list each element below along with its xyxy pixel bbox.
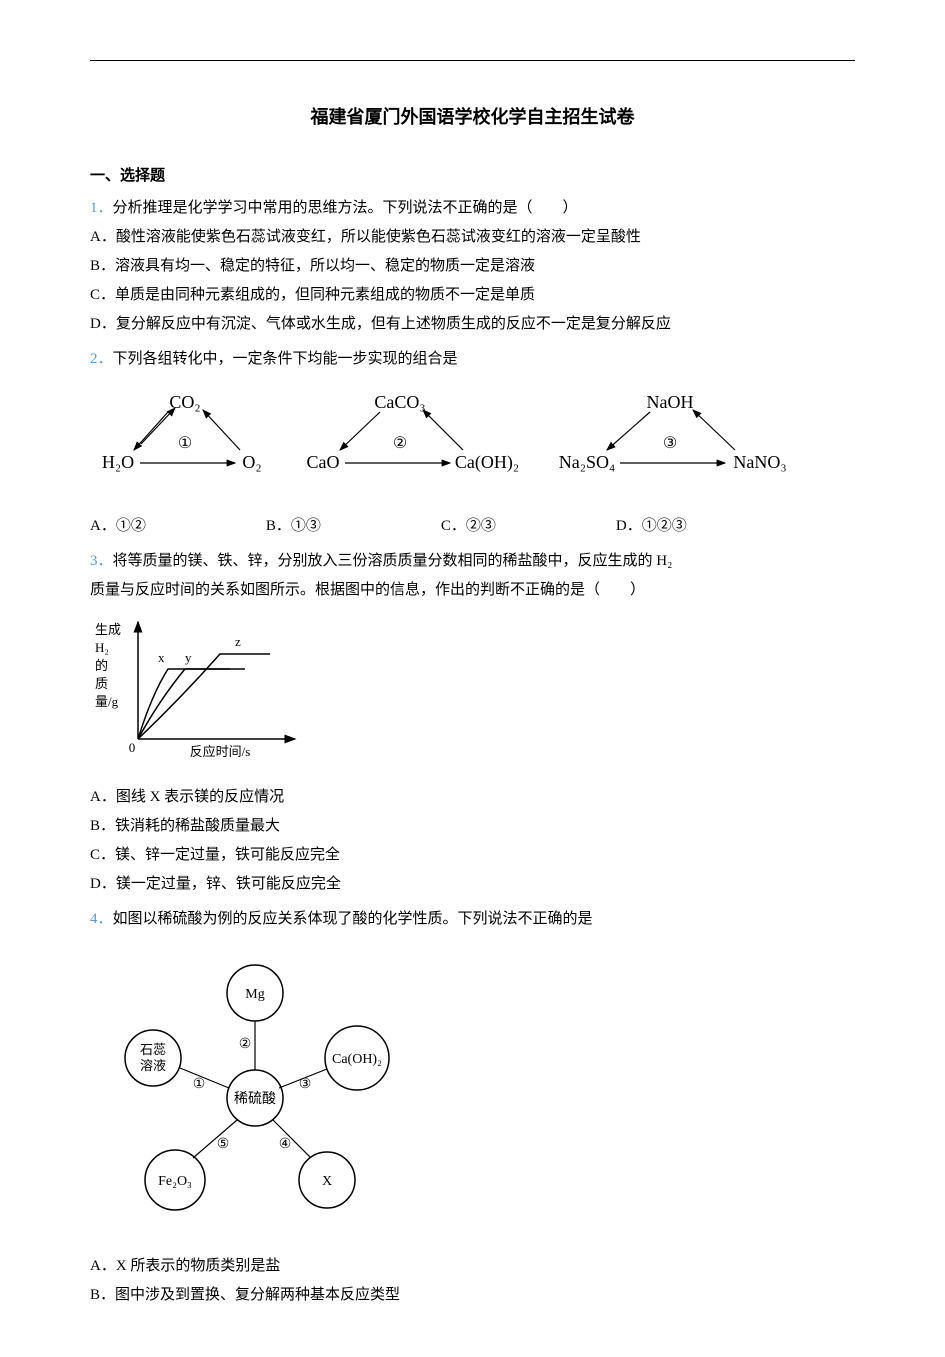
q3-curve-z: z: [235, 634, 241, 649]
q4-edge-1: ①: [193, 1077, 206, 1092]
q1-opt-c: C．单质是由同种元素组成的，但同种元素组成的物质不一定是单质: [90, 282, 855, 309]
q3-stem-text1: 将等质量的镁、铁、锌，分别放入三份溶质质量分数相同的稀盐酸中，反应生成的 H₂: [113, 553, 673, 569]
q3-ylabel-1: H₂: [95, 640, 109, 655]
q3-graph: 生成 H₂ 的 质 量/g 0 反应时间/s x y z: [90, 614, 855, 774]
section-heading: 一、选择题: [90, 163, 855, 190]
q2-g2-right: Ca(OH)₂: [455, 452, 519, 473]
q1-opt-d: D．复分解反应中有沉淀、气体或水生成，但有上述物质生成的反应不一定是复分解反应: [90, 311, 855, 338]
q2-g3-top: NaOH: [647, 392, 694, 412]
q2-g2-center: ②: [393, 435, 407, 452]
q2-opt-d: D．①②③: [616, 513, 687, 540]
q3-ylabel-2: 的: [95, 658, 108, 673]
q2-stem: 2．下列各组转化中，一定条件下均能一步实现的组合是: [90, 346, 855, 373]
q2-opt-a: A．①②: [90, 513, 146, 540]
question-2: 2．下列各组转化中，一定条件下均能一步实现的组合是 CO₂ H₂O O₂ ①: [90, 346, 855, 540]
q4-stem-text: 如图以稀硫酸为例的反应关系体现了酸的化学性质。下列说法不正确的是: [113, 911, 593, 927]
q4-edge-4: ④: [279, 1137, 292, 1152]
q2-opt-c: C．②③: [441, 513, 496, 540]
q3-curve-x: x: [158, 650, 165, 665]
q1-stem-text: 分析推理是化学学习中常用的思维方法。下列说法不正确的是（ ）: [113, 200, 578, 216]
q3-ylabel-3: 质: [95, 676, 108, 691]
q4-node-mg: Mg: [245, 987, 264, 1002]
q4-node-caoh2: Ca(OH)₂: [332, 1052, 382, 1067]
q2-stem-text: 下列各组转化中，一定条件下均能一步实现的组合是: [113, 351, 458, 367]
q2-number: 2．: [90, 351, 113, 367]
q4-node-x: X: [322, 1174, 332, 1189]
q2-group-1: CO₂ H₂O O₂ ①: [102, 392, 262, 472]
q2-g3-center: ③: [663, 435, 677, 452]
q3-opt-a: A．图线 X 表示镁的反应情况: [90, 784, 855, 811]
question-3: 3．将等质量的镁、铁、锌，分别放入三份溶质质量分数相同的稀盐酸中，反应生成的 H…: [90, 548, 855, 898]
q1-opt-a: A．酸性溶液能使紫色石蕊试液变红，所以能使紫色石蕊试液变红的溶液一定呈酸性: [90, 224, 855, 251]
q3-stem: 3．将等质量的镁、铁、锌，分别放入三份溶质质量分数相同的稀盐酸中，反应生成的 H…: [90, 548, 855, 575]
question-1: 1．分析推理是化学学习中常用的思维方法。下列说法不正确的是（ ） A．酸性溶液能…: [90, 195, 855, 338]
q3-opt-c: C．镁、锌一定过量，铁可能反应完全: [90, 842, 855, 869]
q2-g3-right: NaNO₃: [733, 452, 786, 472]
q2-options: A．①② B．①③ C．②③ D．①②③: [90, 513, 855, 540]
q4-edge-2: ②: [239, 1037, 252, 1052]
q3-origin: 0: [129, 740, 136, 755]
q2-g1-left: H₂O: [102, 452, 134, 472]
q3-number: 3．: [90, 553, 113, 569]
top-divider: [90, 60, 855, 61]
q2-g1-right: O₂: [242, 452, 261, 472]
q2-group-3: NaOH Na₂SO₄ NaNO₃ ③: [559, 392, 787, 472]
q4-node-sr-2: 溶液: [140, 1058, 166, 1073]
q1-opt-b: B．溶液具有均一、稳定的特征，所以均一、稳定的物质一定是溶液: [90, 253, 855, 280]
q4-node-fe2o3: Fe₂O₃: [158, 1174, 192, 1189]
q4-node-sr-1: 石蕊: [140, 1042, 166, 1057]
q4-network: 稀硫酸 Mg Ca(OH)₂ X Fe₂O₃ 石蕊 溶液 ① ② ③ ④ ⑤: [105, 948, 855, 1238]
q4-opt-b: B．图中涉及到置换、复分解两种基本反应类型: [90, 1282, 855, 1309]
q1-stem: 1．分析推理是化学学习中常用的思维方法。下列说法不正确的是（ ）: [90, 195, 855, 222]
q4-edge-3: ③: [299, 1077, 312, 1092]
q2-opt-b: B．①③: [266, 513, 321, 540]
q3-stem-text2: 质量与反应时间的关系如图所示。根据图中的信息，作出的判断不正确的是（ ）: [90, 577, 855, 604]
q2-g3-left: Na₂SO₄: [559, 452, 616, 472]
q4-number: 4．: [90, 911, 113, 927]
q3-opt-b: B．铁消耗的稀盐酸质量最大: [90, 813, 855, 840]
q2-group-2: CaCO₃ CaO Ca(OH)₂ ②: [307, 392, 520, 473]
q2-g2-left: CaO: [307, 452, 340, 472]
q4-opt-a: A．X 所表示的物质类别是盐: [90, 1253, 855, 1280]
q2-g2-top: CaCO₃: [374, 392, 425, 412]
q4-stem: 4．如图以稀硫酸为例的反应关系体现了酸的化学性质。下列说法不正确的是: [90, 906, 855, 933]
q1-number: 1．: [90, 200, 113, 216]
q3-xlabel: 反应时间/s: [190, 744, 251, 759]
q3-ylabel-4: 量/g: [95, 694, 119, 709]
question-4: 4．如图以稀硫酸为例的反应关系体现了酸的化学性质。下列说法不正确的是 稀硫酸: [90, 906, 855, 1309]
q3-curve-y: y: [185, 650, 192, 665]
page-title: 福建省厦门外国语学校化学自主招生试卷: [90, 101, 855, 133]
q4-center: 稀硫酸: [234, 1091, 276, 1107]
q4-edge-5: ⑤: [217, 1137, 230, 1152]
q3-opt-d: D．镁一定过量，锌、铁可能反应完全: [90, 871, 855, 898]
q3-ylabel-0: 生成: [95, 622, 121, 637]
q2-g1-center: ①: [178, 435, 192, 452]
q2-diagram: CO₂ H₂O O₂ ① CaCO₃ CaO Ca(OH)₂ ②: [90, 388, 855, 498]
